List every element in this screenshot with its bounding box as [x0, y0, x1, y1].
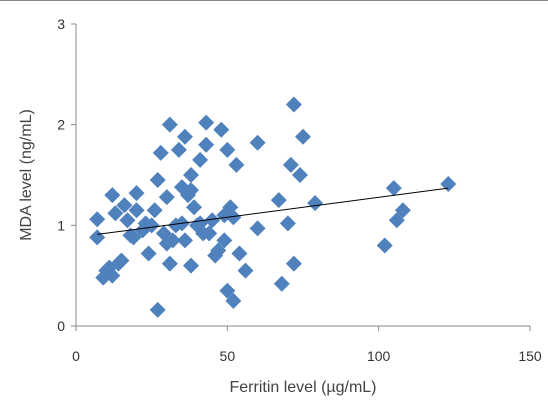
x-tick-label: 0	[72, 348, 80, 364]
data-point	[228, 156, 245, 173]
data-point	[237, 262, 254, 279]
data-point	[183, 182, 200, 199]
data-point	[279, 215, 296, 232]
data-point	[385, 180, 402, 197]
data-point	[107, 205, 124, 222]
data-point	[388, 212, 405, 229]
x-tick-label: 100	[367, 348, 391, 364]
data-point	[270, 192, 287, 209]
data-point	[285, 255, 302, 272]
data-point	[210, 242, 227, 259]
data-point	[201, 225, 218, 242]
data-point	[116, 197, 133, 214]
data-points	[89, 96, 457, 318]
data-point	[158, 189, 175, 206]
x-axis-ticks: 0 50 100 150	[72, 326, 542, 364]
data-point	[176, 128, 193, 145]
data-point	[125, 229, 142, 246]
data-point	[89, 211, 106, 228]
data-point	[249, 134, 266, 151]
data-point	[89, 229, 106, 246]
data-point	[170, 141, 187, 158]
y-tick-label: 0	[57, 318, 65, 334]
data-point	[146, 202, 163, 219]
data-point	[198, 136, 215, 153]
y-tick-label: 1	[57, 217, 65, 233]
data-point	[183, 167, 200, 183]
data-point	[113, 252, 130, 269]
data-point	[440, 176, 457, 193]
data-point	[204, 212, 221, 229]
data-point	[149, 301, 166, 318]
data-point	[104, 267, 121, 284]
data-point	[128, 185, 145, 202]
data-point	[225, 292, 242, 309]
x-tick-label: 50	[220, 348, 236, 364]
trendline	[97, 187, 449, 235]
data-point	[295, 128, 311, 145]
y-tick-label: 3	[57, 16, 65, 32]
data-point	[291, 167, 308, 183]
data-point	[249, 220, 266, 237]
data-point	[140, 245, 157, 262]
data-point	[104, 187, 121, 204]
data-point	[164, 232, 181, 249]
y-axis-title: MDA level (ng/mL)	[18, 109, 35, 241]
data-point	[186, 199, 203, 216]
data-point	[225, 209, 242, 226]
data-point	[231, 245, 248, 262]
data-point	[161, 116, 178, 133]
x-tick-label: 150	[518, 348, 542, 364]
data-point	[143, 217, 160, 234]
data-point	[176, 232, 193, 249]
data-point	[198, 114, 215, 131]
data-point	[183, 257, 200, 274]
y-tick-label: 2	[57, 117, 65, 133]
data-point	[216, 232, 233, 249]
x-axis-title: Ferritin level (µg/mL)	[229, 379, 376, 396]
data-point	[376, 237, 393, 254]
y-axis-ticks: 0 1 2 3	[57, 16, 76, 334]
data-point	[161, 255, 178, 272]
data-point	[119, 212, 136, 229]
data-point	[128, 202, 145, 219]
data-point	[285, 96, 302, 113]
data-point	[219, 282, 236, 299]
top-border-rule	[0, 0, 548, 1]
data-point	[192, 151, 209, 168]
data-point	[282, 156, 299, 173]
data-point	[219, 141, 236, 158]
data-point	[149, 172, 166, 189]
data-point	[152, 144, 169, 161]
data-point	[394, 202, 411, 219]
data-point	[273, 275, 290, 292]
data-point	[307, 195, 324, 212]
data-point	[213, 121, 230, 138]
